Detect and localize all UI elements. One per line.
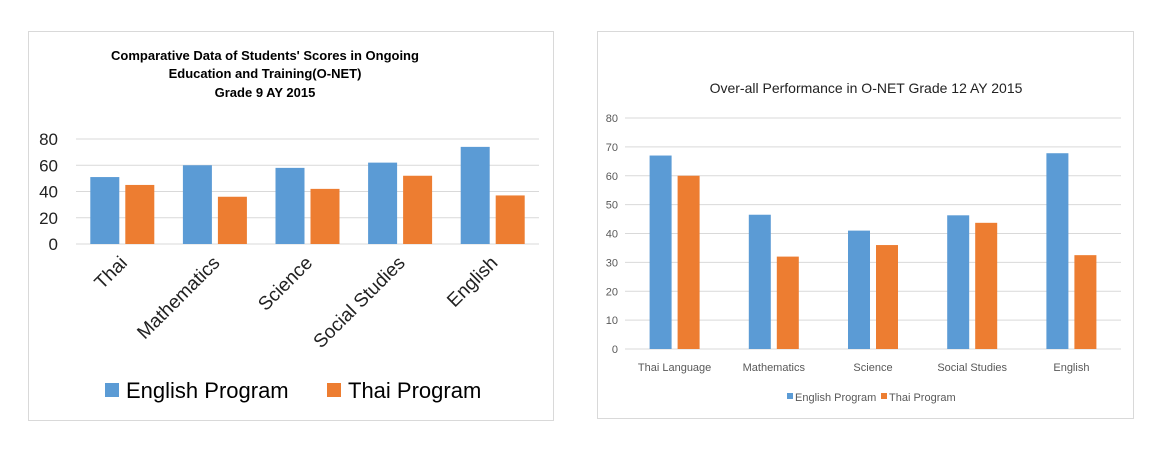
bar-english-program-thai	[90, 177, 120, 244]
chart-title-line: Comparative Data of Students' Scores in …	[111, 48, 419, 63]
y-tick-label: 70	[606, 142, 618, 154]
chart-panel-grade-9: Comparative Data of Students' Scores in …	[28, 31, 554, 421]
y-tick-label: 0	[612, 344, 618, 356]
legend-swatch-english-program	[787, 393, 793, 399]
chart-panel-grade-12: Over-all Performance in O-NET Grade 12 A…	[597, 31, 1134, 419]
y-tick-label: 60	[606, 171, 618, 183]
bar-english-program-science	[848, 230, 870, 349]
y-tick-label: 80	[606, 113, 618, 125]
y-tick-label: 50	[606, 200, 618, 212]
x-tick-label-social-studies: Social Studies	[310, 253, 410, 353]
bar-thai-program-social-studies	[975, 222, 998, 349]
bar-english-program-thai-language	[649, 155, 672, 349]
y-tick-label: 40	[39, 183, 58, 202]
chart-title: Over-all Performance in O-NET Grade 12 A…	[710, 80, 1023, 96]
bar-english-program-english	[460, 146, 490, 244]
y-tick-label: 30	[606, 257, 618, 269]
bar-thai-program-mathematics	[776, 256, 799, 349]
bar-english-program-social-studies	[368, 162, 398, 244]
y-tick-label: 10	[606, 315, 618, 327]
y-tick-label: 20	[39, 209, 58, 228]
y-tick-label: 0	[49, 235, 58, 254]
x-tick-label-social-studies: Social Studies	[937, 362, 1007, 374]
y-tick-label: 80	[39, 130, 58, 149]
legend-label-english-program: English Program	[126, 378, 289, 403]
x-tick-label-english: English	[1053, 362, 1089, 374]
legend-label-thai-program: Thai Program	[348, 378, 481, 403]
x-tick-label-thai: Thai	[91, 253, 132, 294]
bar-thai-program-science	[876, 245, 898, 349]
chart-grade-9: Comparative Data of Students' Scores in …	[39, 48, 539, 403]
bar-thai-program-thai	[125, 184, 155, 244]
legend-label-english-program: English Program	[795, 392, 876, 404]
bar-thai-program-mathematics	[217, 196, 247, 244]
y-tick-label: 40	[606, 229, 618, 241]
x-tick-label-science: Science	[853, 362, 892, 374]
legend-swatch-thai-program	[327, 383, 341, 397]
bar-thai-program-science	[310, 188, 340, 244]
x-tick-label-mathematics: Mathematics	[743, 362, 806, 374]
bar-thai-program-thai-language	[677, 175, 700, 349]
bar-english-program-social-studies	[947, 215, 970, 349]
x-tick-label-thai-language: Thai Language	[638, 362, 711, 374]
legend-swatch-english-program	[105, 383, 119, 397]
bar-thai-program-english	[1074, 255, 1097, 349]
bar-english-program-mathematics	[748, 214, 771, 349]
legend-swatch-thai-program	[881, 393, 887, 399]
bar-english-program-science	[275, 167, 305, 244]
y-tick-label: 20	[606, 286, 618, 298]
x-tick-label-mathematics: Mathematics	[133, 253, 224, 344]
x-tick-label-english: English	[443, 253, 502, 312]
y-tick-label: 60	[39, 156, 58, 175]
bar-thai-program-english	[495, 195, 525, 244]
chart-grade-12: Over-all Performance in O-NET Grade 12 A…	[606, 80, 1121, 404]
bar-english-program-english	[1046, 153, 1069, 349]
x-tick-label-science: Science	[254, 253, 317, 316]
chart-title-line: Grade 9 AY 2015	[215, 85, 316, 100]
bar-english-program-mathematics	[182, 165, 212, 244]
legend-label-thai-program: Thai Program	[889, 392, 956, 404]
chart-title-line: Education and Training(O-NET)	[169, 66, 362, 81]
bar-thai-program-social-studies	[403, 175, 433, 244]
